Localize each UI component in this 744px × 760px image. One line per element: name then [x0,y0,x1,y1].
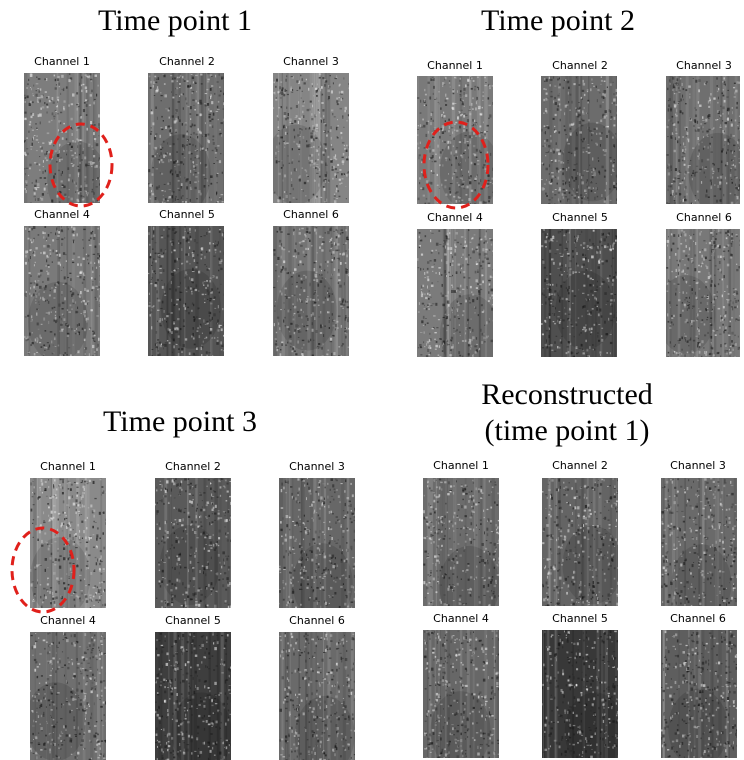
channel-label: Channel 6 [670,612,726,625]
channel-label: Channel 2 [165,460,221,473]
channel-label: Channel 4 [427,211,483,224]
channel-label: Channel 1 [40,460,96,473]
channel-label: Channel 6 [283,208,339,221]
texture-image-tile [666,76,740,204]
channel-label: Channel 4 [433,612,489,625]
texture-image-tile [541,229,617,357]
channel-label: Channel 5 [159,208,215,221]
panel-title-reconstructed: Reconstructed [481,378,653,411]
texture-image-tile [279,478,355,608]
channel-label: Channel 3 [676,59,732,72]
texture-image-tile [417,76,493,204]
channel-label: Channel 2 [552,59,608,72]
channel-label: Channel 4 [40,614,96,627]
channel-label: Channel 3 [283,55,339,68]
channel-label: Channel 2 [159,55,215,68]
highlight-ellipse [10,526,76,614]
texture-image-tile [155,632,231,760]
texture-image-tile [417,229,493,357]
texture-image-tile [273,73,349,203]
texture-image-tile [423,478,499,606]
channel-label: Channel 5 [552,612,608,625]
texture-image-tile [542,630,618,758]
texture-image-tile [273,226,349,356]
texture-image-tile [661,630,737,758]
texture-image-tile [24,73,100,203]
texture-image-tile [542,478,618,606]
highlight-ellipse [422,120,490,210]
panel-title-time-point-1: Time point 1 [98,4,252,37]
highlight-ellipse-shape [422,120,490,210]
channel-label: Channel 6 [289,614,345,627]
highlight-ellipse [48,122,114,208]
panel-title-time-point-3: Time point 3 [103,405,257,438]
channel-label: Channel 3 [289,460,345,473]
texture-image-tile [148,73,224,203]
channel-label: Channel 5 [552,211,608,224]
channel-label: Channel 1 [34,55,90,68]
panel-subtitle-reconstructed: (time point 1) [484,414,650,447]
channel-label: Channel 1 [427,59,483,72]
texture-image-tile [279,632,355,760]
texture-image-tile [541,76,617,204]
panel-title-time-point-2: Time point 2 [481,4,635,37]
channel-label: Channel 1 [433,459,489,472]
channel-label: Channel 5 [165,614,221,627]
texture-image-tile [30,632,106,760]
channel-label: Channel 6 [676,211,732,224]
channel-label: Channel 4 [34,208,90,221]
texture-image-tile [666,229,740,357]
highlight-ellipse-shape [10,526,76,614]
texture-image-tile [423,630,499,758]
texture-image-tile [661,478,737,606]
texture-image-tile [155,478,231,608]
texture-image-tile [148,226,224,356]
channel-label: Channel 3 [670,459,726,472]
texture-image-tile [24,226,100,356]
highlight-ellipse-shape [48,122,114,208]
channel-label: Channel 2 [552,459,608,472]
